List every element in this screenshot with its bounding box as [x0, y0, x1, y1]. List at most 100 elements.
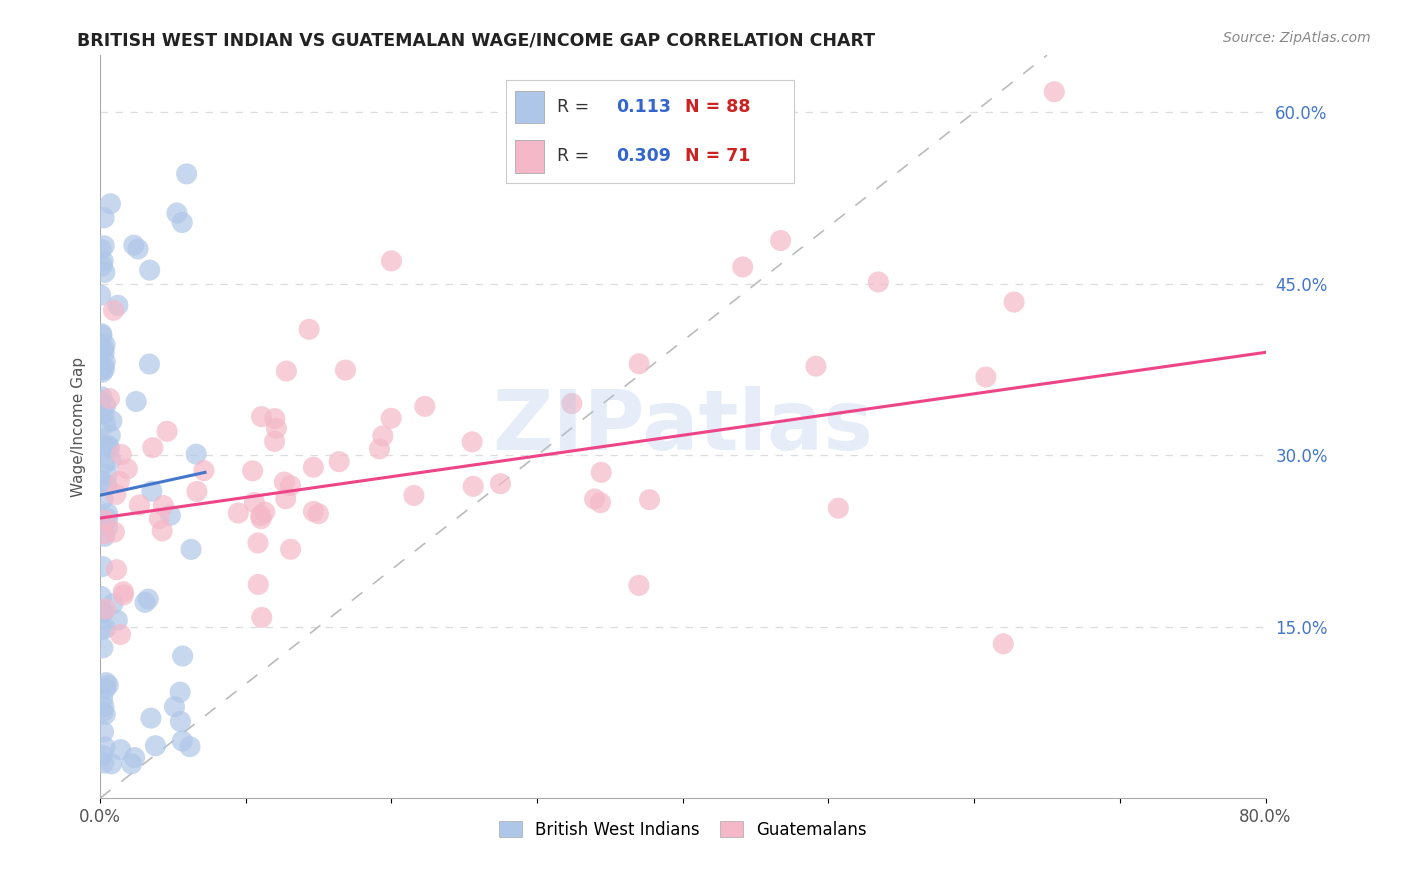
Point [461, 434, 484, 449]
Point [91, 259, 114, 273]
Point [247, 577, 270, 591]
Point [148, 511, 170, 525]
Text: N = 88: N = 88 [685, 98, 751, 116]
Point [98, 392, 121, 406]
Point [172, 215, 194, 229]
Point [591, 466, 613, 480]
Bar [515, 91, 544, 123]
Point [90, 402, 112, 417]
Text: ZIPatlas: ZIPatlas [492, 386, 873, 467]
Text: R =: R = [557, 147, 589, 165]
Point [91, 559, 114, 574]
Point [93, 342, 115, 356]
Point [263, 411, 285, 425]
Point [243, 496, 266, 510]
Point [169, 685, 191, 699]
Point [298, 322, 321, 336]
Point [96, 478, 118, 492]
Point [93, 457, 115, 471]
Point [94, 398, 117, 412]
Point [302, 460, 325, 475]
Point [97, 512, 120, 526]
Point [97, 507, 120, 521]
Point [328, 455, 350, 469]
Text: 0.113: 0.113 [616, 98, 671, 116]
Point [250, 512, 273, 526]
Point [804, 359, 827, 374]
Point [93, 239, 115, 253]
Point [90, 243, 112, 257]
Point [156, 425, 179, 439]
Point [380, 253, 402, 268]
Point [176, 167, 198, 181]
Text: R =: R = [557, 98, 589, 116]
Point [91, 705, 114, 719]
Point [90, 606, 112, 620]
Point [105, 613, 128, 627]
Text: Source: ZipAtlas.com: Source: ZipAtlas.com [1223, 31, 1371, 45]
Point [163, 699, 186, 714]
Point [94, 707, 117, 722]
Point [93, 359, 115, 374]
Point [90, 288, 112, 302]
Point [638, 492, 661, 507]
Point [91, 491, 114, 506]
Point [97, 678, 120, 692]
Point [98, 428, 121, 442]
Point [96, 520, 118, 534]
Point [1043, 85, 1066, 99]
Point [125, 394, 148, 409]
Point [100, 452, 122, 467]
Point [134, 595, 156, 609]
Point [463, 479, 485, 493]
Point [253, 505, 276, 519]
Point [90, 590, 112, 604]
Point [186, 484, 208, 499]
Point [145, 739, 167, 753]
Point [90, 326, 112, 341]
Point [371, 429, 394, 443]
Point [169, 714, 191, 729]
Point [94, 355, 117, 369]
Point [263, 434, 285, 449]
Point [90, 390, 112, 404]
Point [138, 357, 160, 371]
Point [242, 464, 264, 478]
Point [90, 623, 112, 637]
Point [110, 742, 132, 756]
Point [100, 196, 122, 211]
Point [141, 484, 163, 499]
Point [139, 711, 162, 725]
Point [94, 338, 117, 352]
Point [307, 507, 329, 521]
Point [107, 298, 129, 312]
Point [93, 362, 115, 376]
Point [266, 421, 288, 435]
Legend: British West Indians, Guatemalans: British West Indians, Guatemalans [492, 814, 873, 846]
Point [93, 529, 115, 543]
Point [274, 491, 297, 506]
Point [1002, 295, 1025, 310]
Point [179, 739, 201, 754]
Text: 0.309: 0.309 [616, 147, 671, 165]
Point [93, 211, 115, 225]
Point [94, 602, 117, 616]
Point [91, 748, 114, 763]
Point [138, 263, 160, 277]
Y-axis label: Wage/Income Gap: Wage/Income Gap [72, 357, 86, 497]
Point [93, 407, 115, 421]
Point [172, 734, 194, 748]
Point [110, 627, 132, 641]
Point [561, 396, 583, 410]
Point [94, 513, 117, 527]
Point [827, 501, 849, 516]
Point [150, 524, 173, 538]
Point [731, 260, 754, 274]
Point [110, 448, 132, 462]
Point [91, 365, 114, 379]
Point [108, 475, 131, 489]
Point [105, 563, 128, 577]
Point [91, 253, 114, 268]
Point [124, 750, 146, 764]
Point [380, 411, 402, 425]
